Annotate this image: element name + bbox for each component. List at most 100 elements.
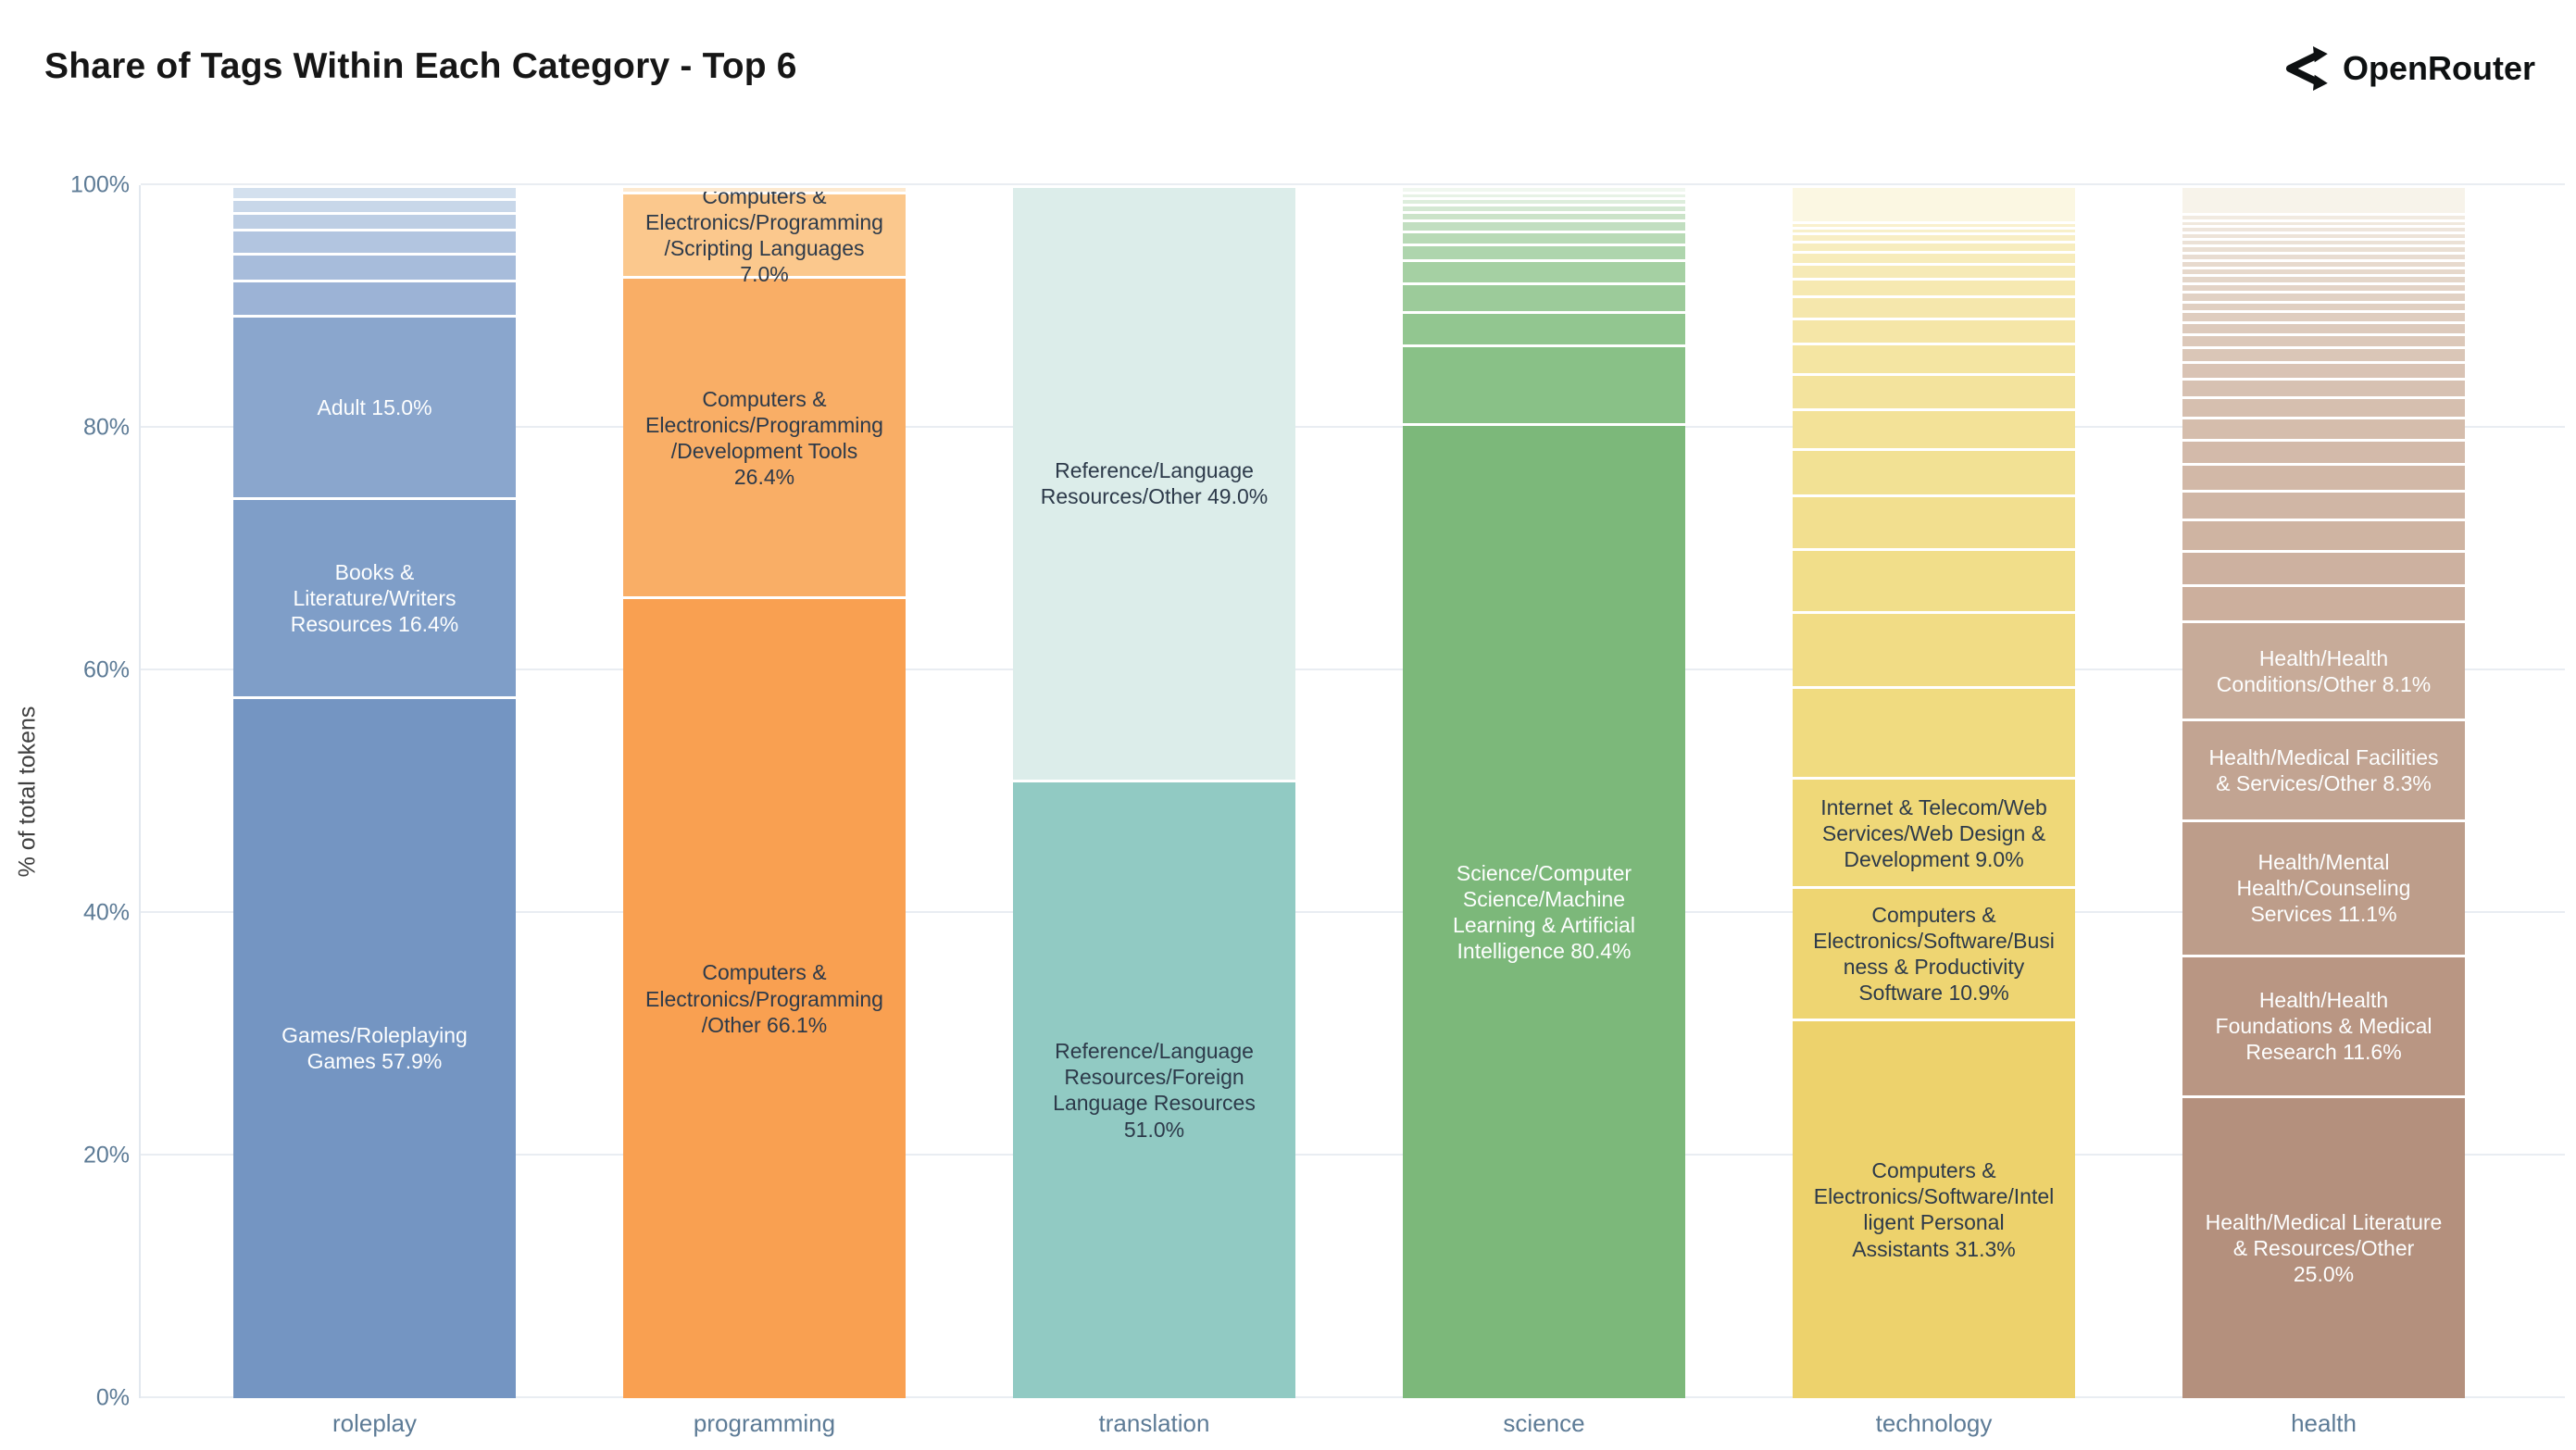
bar-segment-small[interactable] <box>1793 547 2075 611</box>
bar-segment-small[interactable] <box>1793 250 2075 263</box>
gridline <box>141 426 2565 428</box>
bar-segment-small[interactable] <box>2182 219 2465 226</box>
bar-segment-small[interactable] <box>2182 310 2465 321</box>
bar-segment[interactable]: Games/Roleplaying Games 57.9% <box>233 695 516 1398</box>
bar-segment-small[interactable] <box>1403 210 1685 219</box>
bar-segment-small[interactable] <box>1793 494 2075 548</box>
bar-segment-small[interactable] <box>2182 213 2465 219</box>
y-tick-label: 60% <box>82 656 130 683</box>
bar-segment-small[interactable] <box>2182 259 2465 267</box>
bar-segment[interactable]: Science/Computer Science/Machine Learnin… <box>1403 422 1685 1398</box>
bar-segment-small[interactable] <box>233 211 516 230</box>
bar-segment[interactable]: Computers & Electronics/Programming/Othe… <box>623 596 906 1398</box>
segment-label: Health/Medical Literature & Resources/Ot… <box>2205 1209 2443 1286</box>
bar-segment-small[interactable] <box>1793 185 2075 222</box>
bar-segment-small[interactable] <box>1793 232 2075 242</box>
bar-segment[interactable]: Health/Health Conditions/Other 8.1% <box>2182 620 2465 719</box>
bar-translation[interactable]: Reference/Language Resources/Foreign Lan… <box>1013 185 1295 1398</box>
bar-segment-small[interactable] <box>1403 281 1685 312</box>
bar-programming[interactable]: Computers & Electronics/Programming/Othe… <box>623 184 906 1398</box>
bar-segment-small[interactable] <box>1403 185 1685 192</box>
y-tick-label: 0% <box>95 1384 130 1411</box>
bar-segment-small[interactable] <box>2182 438 2465 464</box>
bar-segment[interactable]: Computers & Electronics/Programming/Deve… <box>623 276 906 597</box>
bar-segment-small[interactable] <box>2182 273 2465 282</box>
segment-label: Health/Health Foundations & Medical Rese… <box>2215 987 2432 1065</box>
bar-segment-small[interactable] <box>233 253 516 281</box>
bar-segment-small[interactable] <box>233 229 516 254</box>
bar-segment-small[interactable] <box>1403 344 1685 423</box>
bar-segment-small[interactable] <box>2182 361 2465 379</box>
brand-name: OpenRouter <box>2342 49 2535 87</box>
bar-segment-small[interactable] <box>1793 262 2075 278</box>
bar-segment-small[interactable] <box>1793 226 2075 233</box>
bar-segment-small[interactable] <box>2182 346 2465 362</box>
bar-segment-small[interactable] <box>1403 219 1685 231</box>
bar-segment-small[interactable] <box>2182 252 2465 260</box>
bar-segment[interactable]: Reference/Language Resources/Foreign Lan… <box>1013 779 1295 1398</box>
bar-segment-small[interactable] <box>2182 244 2465 253</box>
bar-segment-small[interactable] <box>1403 197 1685 204</box>
bar-segment[interactable]: Computers & Electronics/Software/Busines… <box>1793 886 2075 1019</box>
bar-segment-small[interactable] <box>2182 396 2465 418</box>
bar-segment-small[interactable] <box>1403 311 1685 344</box>
bar-segment[interactable]: Health/Medical Facilities & Services/Oth… <box>2182 719 2465 820</box>
bar-segment-small[interactable] <box>1793 408 2075 449</box>
bar-segment-small[interactable] <box>1403 191 1685 198</box>
bar-segment-small[interactable] <box>2182 332 2465 347</box>
bar-segment-small[interactable] <box>2182 300 2465 311</box>
bar-segment-small[interactable] <box>233 198 516 212</box>
bar-segment-small[interactable] <box>1793 610 2075 687</box>
bar-segment-small[interactable] <box>2182 463 2465 490</box>
bar-health[interactable]: Health/Medical Literature & Resources/Ot… <box>2182 185 2465 1398</box>
bar-segment[interactable]: Internet & Telecom/Web Services/Web Desi… <box>1793 777 2075 887</box>
gridline <box>141 911 2565 913</box>
bar-segment[interactable]: Health/Medical Literature & Resources/Ot… <box>2182 1094 2465 1398</box>
bar-segment-small[interactable] <box>2182 266 2465 274</box>
bar-segment-small[interactable] <box>2182 320 2465 333</box>
bar-segment-small[interactable] <box>1403 203 1685 211</box>
bar-segment-small[interactable] <box>2182 584 2465 621</box>
bar-segment-small[interactable] <box>1793 317 2075 344</box>
bar-segment-small[interactable] <box>1793 241 2075 251</box>
bar-segment-small[interactable] <box>233 280 516 316</box>
bar-segment-small[interactable] <box>2182 291 2465 301</box>
bar-segment[interactable]: Adult 15.0% <box>233 315 516 497</box>
bar-segment-small[interactable] <box>2182 489 2465 519</box>
bar-segment[interactable]: Computers & Electronics/Programming/Scri… <box>623 184 906 286</box>
openrouter-logo-icon <box>2285 45 2328 92</box>
bar-segment-small[interactable] <box>1793 277 2075 296</box>
bar-segment-small[interactable] <box>2182 281 2465 292</box>
bar-segment-small[interactable] <box>1793 295 2075 318</box>
bar-segment-small[interactable] <box>2182 550 2465 585</box>
segment-label: Computers & Electronics/Programming/Scri… <box>645 183 883 286</box>
bar-segment-small[interactable] <box>1403 258 1685 282</box>
bar-roleplay[interactable]: Games/Roleplaying Games 57.9% Books & Lit… <box>233 185 516 1398</box>
bar-segment-small[interactable] <box>1793 448 2075 495</box>
x-axis-label-translation: translation <box>1098 1409 1210 1437</box>
bar-technology[interactable]: Computers & Electronics/Software/Intelli… <box>1793 185 2075 1398</box>
bar-segment-small[interactable] <box>1793 343 2075 374</box>
bar-segment-small[interactable] <box>2182 185 2465 214</box>
bar-segment-small[interactable] <box>1403 230 1685 244</box>
bar-segment[interactable]: Computers & Electronics/Software/Intelli… <box>1793 1018 2075 1398</box>
segment-label: Science/Computer Science/Machine Learnin… <box>1453 860 1635 963</box>
bar-segment-small[interactable] <box>2182 519 2465 551</box>
bar-segment-small[interactable] <box>2182 237 2465 245</box>
bar-segment-small[interactable] <box>2182 378 2465 397</box>
bar-segment-small[interactable] <box>233 185 516 199</box>
bar-segment-small[interactable] <box>1793 221 2075 227</box>
bar-segment-small[interactable] <box>2182 225 2465 231</box>
bar-segment[interactable]: Reference/Language Resources/Other 49.0% <box>1013 185 1295 780</box>
segment-label: Reference/Language Resources/Other 49.0% <box>1040 458 1269 509</box>
bar-segment[interactable]: Health/Health Foundations & Medical Rese… <box>2182 954 2465 1095</box>
bar-science[interactable]: Science/Computer Science/Machine Learnin… <box>1403 185 1685 1398</box>
bar-segment[interactable]: Books & Literature/Writers Resources 16.… <box>233 496 516 696</box>
bar-segment-small[interactable] <box>1403 243 1685 259</box>
bar-segment[interactable]: Health/Mental Health/Counseling Services… <box>2182 819 2465 955</box>
bar-segment-small[interactable] <box>2182 231 2465 238</box>
bar-segment-small[interactable] <box>1793 686 2075 778</box>
bar-segment-small[interactable] <box>623 185 906 192</box>
bar-segment-small[interactable] <box>1793 373 2075 409</box>
bar-segment-small[interactable] <box>2182 417 2465 439</box>
